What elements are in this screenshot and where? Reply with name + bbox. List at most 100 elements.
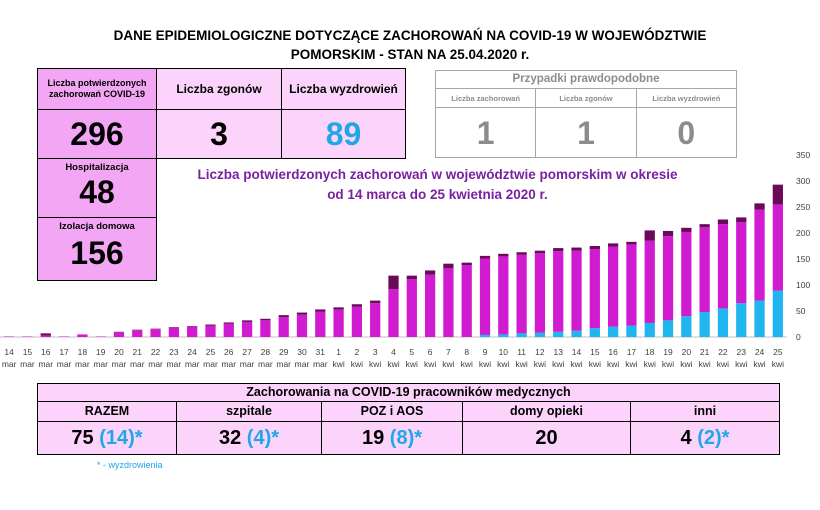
x-tick-day: 16 <box>41 347 51 357</box>
x-tick-month: kwi <box>406 359 418 369</box>
bar-segment-series-2 <box>406 275 417 280</box>
recovered-value-cell: 89 <box>281 109 406 159</box>
bar-segment-series-0 <box>608 326 619 337</box>
bar-segment-series-2 <box>205 324 216 326</box>
bar-segment-series-1 <box>644 240 655 323</box>
x-tick-month: kwi <box>570 359 582 369</box>
x-tick-day: 23 <box>169 347 179 357</box>
x-tick-day: 15 <box>23 347 33 357</box>
bar-segment-series-1 <box>662 236 674 321</box>
bar-segment-series-2 <box>278 315 289 318</box>
x-tick-month: mar <box>93 359 108 369</box>
bar-segment-series-1 <box>479 258 491 335</box>
x-tick-day: 16 <box>608 347 618 357</box>
probable-cases-value: 1 <box>436 108 537 158</box>
deaths-value: 3 <box>210 115 228 152</box>
x-tick-month: kwi <box>680 359 692 369</box>
medical-col-recovered: (4)* <box>246 427 280 449</box>
chart-title-line-2: od 14 marca do 25 kwietnia 2020 r. <box>327 187 548 202</box>
x-tick-day: 30 <box>297 347 307 357</box>
bar-segment-series-1 <box>498 256 509 335</box>
bar-segment-series-1 <box>406 279 417 337</box>
x-tick-day: 15 <box>590 347 600 357</box>
bar-segment-series-0 <box>534 332 546 337</box>
x-tick-month: kwi <box>552 359 564 369</box>
y-tick-label: 200 <box>796 228 810 238</box>
bar-segment-series-1 <box>717 224 729 309</box>
bar-segment-series-1 <box>699 227 710 313</box>
x-tick-month: kwi <box>461 359 473 369</box>
x-tick-day: 31 <box>316 347 326 357</box>
bar-segment-series-2 <box>296 312 308 315</box>
x-tick-day: 3 <box>373 347 378 357</box>
x-tick-day: 24 <box>755 347 765 357</box>
bar-segment-series-2 <box>626 241 637 245</box>
x-tick-month: mar <box>130 359 145 369</box>
x-tick-day: 20 <box>114 347 124 357</box>
medical-col-value: 19 <box>361 427 385 449</box>
medical-col-label: domy opieki <box>463 402 631 421</box>
bar-segment-series-1 <box>205 325 216 337</box>
deaths-label: Liczba zgonów <box>176 82 262 96</box>
x-tick-day: 17 <box>627 347 637 357</box>
medical-col-recovered: (14)* <box>99 427 143 449</box>
x-tick-day: 10 <box>499 347 509 357</box>
bar-segment-series-1 <box>77 334 88 337</box>
y-tick-label: 0 <box>796 332 801 342</box>
x-tick-day: 19 <box>96 347 106 357</box>
medical-col-value-cell: 4 (2)* <box>631 422 779 455</box>
bar-segment-series-1 <box>626 244 637 326</box>
medical-col-value: 20 <box>535 427 558 449</box>
bar-segment-series-0 <box>717 308 729 337</box>
probable-recovered-label: Liczba wyzdrowień <box>636 89 736 108</box>
y-tick-label: 150 <box>796 254 810 264</box>
bar-segment-series-1 <box>388 289 399 337</box>
hospital-value: 48 <box>79 174 115 210</box>
medical-col-value-cell: 32 (4)* <box>177 422 322 455</box>
bar-segment-series-1 <box>223 323 234 337</box>
bar-segment-series-2 <box>754 203 765 210</box>
bar-segment-series-1 <box>461 265 472 337</box>
x-tick-day: 18 <box>645 347 655 357</box>
x-tick-month: kwi <box>332 359 344 369</box>
medical-col-recovered: (2)* <box>697 427 730 449</box>
bar-segment-series-0 <box>662 320 674 337</box>
title-line-1: DANE EPIDEMIOLOGICZNE DOTYCZĄCE ZACHOROW… <box>113 28 707 43</box>
bar-segment-series-2 <box>498 253 509 257</box>
bar-segment-series-2 <box>608 243 619 247</box>
probable-box: Przypadki prawdopodobne Liczba zachorowa… <box>435 70 737 158</box>
cases-chart: 14mar15mar16mar17mar18mar19mar20mar21mar… <box>0 150 810 369</box>
x-tick-day: 6 <box>428 347 433 357</box>
bar-segment-series-0 <box>479 334 491 337</box>
x-tick-day: 4 <box>391 347 396 357</box>
medical-col-label: RAZEM <box>38 402 177 421</box>
deaths-value-cell: 3 <box>156 109 282 159</box>
x-tick-day: 23 <box>737 347 747 357</box>
bar-segment-series-1 <box>22 336 33 337</box>
bar-segment-series-1 <box>333 309 344 337</box>
confirmed-label: Liczba potwierdzonych zachorowań COVID-1… <box>47 78 147 99</box>
x-tick-day: 7 <box>446 347 451 357</box>
bar-segment-series-1 <box>296 314 308 337</box>
x-tick-day: 17 <box>59 347 69 357</box>
bar-segment-series-2 <box>150 328 161 330</box>
x-tick-month: mar <box>221 359 236 369</box>
bar-segment-series-1 <box>443 268 454 337</box>
bar-segment-series-1 <box>278 317 289 337</box>
bar-segment-series-1 <box>315 311 326 337</box>
page-title: DANE EPIDEMIOLOGICZNE DOTYCZĄCE ZACHOROW… <box>40 26 780 64</box>
x-tick-month: mar <box>185 359 200 369</box>
bar-segment-series-2 <box>662 230 674 237</box>
bar-segment-series-0 <box>516 333 527 337</box>
bar-segment-series-1 <box>58 336 70 337</box>
bar-segment-series-0 <box>754 300 765 337</box>
bar-segment-series-0 <box>681 316 692 337</box>
x-tick-day: 18 <box>78 347 88 357</box>
y-tick-label: 50 <box>796 306 806 316</box>
deaths-label-cell: Liczba zgonów <box>156 68 282 110</box>
medical-col-label: POZ i AOS <box>322 402 463 421</box>
bar-segment-series-2 <box>772 184 783 205</box>
bar-segment-series-2 <box>461 262 472 266</box>
bar-segment-series-0 <box>498 334 509 337</box>
y-tick-label: 300 <box>796 176 810 186</box>
